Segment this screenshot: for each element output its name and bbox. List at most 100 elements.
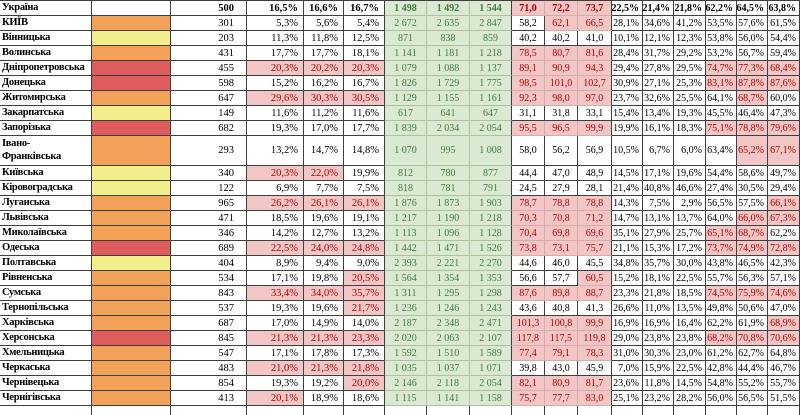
region-name-cell[interactable]: Житомирська	[0, 91, 92, 106]
rate-cell[interactable]: 78,7	[512, 196, 545, 211]
cases-count-cell[interactable]: 1 141	[385, 46, 427, 61]
region-status-swatch[interactable]	[92, 241, 171, 256]
pct-mid-cell[interactable]: 18,1%	[643, 271, 674, 286]
region-name-cell[interactable]: Черкаська	[0, 361, 92, 376]
survey-count-cell[interactable]: 500	[171, 1, 247, 16]
pct-late-cell[interactable]: 56,5%	[737, 391, 768, 406]
pct-late-cell[interactable]: 62,2%	[768, 226, 800, 241]
pct-mid-cell[interactable]: 41,2%	[674, 16, 706, 31]
cases-count-cell[interactable]: 1 217	[385, 211, 427, 226]
cases-count-cell[interactable]: 2 187	[385, 316, 427, 331]
rate-cell[interactable]: 83,0	[578, 391, 612, 406]
rate-cell[interactable]: 99,9	[578, 316, 612, 331]
region-name-cell[interactable]: Одеська	[0, 241, 92, 256]
pct-early-cell[interactable]: 30,5%	[344, 91, 385, 106]
cases-count-cell[interactable]: 1 115	[385, 391, 427, 406]
pct-late-cell[interactable]: 53,8%	[706, 31, 737, 46]
region-name-cell[interactable]: Миколаївська	[0, 226, 92, 241]
empty-cell[interactable]	[612, 406, 643, 415]
cases-count-cell[interactable]: 1 037	[427, 361, 470, 376]
pct-late-cell[interactable]: 55,7%	[706, 271, 737, 286]
pct-late-cell[interactable]: 68,7%	[737, 91, 768, 106]
rate-cell[interactable]: 24,5	[512, 181, 545, 196]
pct-late-cell[interactable]: 49,7%	[768, 166, 800, 181]
cases-count-cell[interactable]: 2 146	[385, 376, 427, 391]
region-status-swatch[interactable]	[92, 31, 171, 46]
pct-early-cell[interactable]: 5,4%	[344, 16, 385, 31]
pct-early-cell[interactable]: 11,8%	[304, 31, 344, 46]
pct-mid-cell[interactable]: 7,5%	[643, 196, 674, 211]
pct-mid-cell[interactable]: 23,8%	[643, 331, 674, 346]
pct-late-cell[interactable]: 74,7%	[706, 61, 737, 76]
region-status-swatch[interactable]	[92, 76, 171, 91]
pct-mid-cell[interactable]: 15,4%	[612, 106, 643, 121]
cases-count-cell[interactable]: 2 118	[427, 376, 470, 391]
pct-early-cell[interactable]: 22,5%	[247, 241, 304, 256]
empty-cell[interactable]	[171, 406, 247, 415]
cases-count-cell[interactable]: 1 218	[470, 46, 512, 61]
cases-count-cell[interactable]: 1 510	[427, 346, 470, 361]
cases-count-cell[interactable]: 1 137	[470, 61, 512, 76]
pct-mid-cell[interactable]: 32,6%	[643, 91, 674, 106]
cases-count-cell[interactable]: 1 876	[385, 196, 427, 211]
pct-early-cell[interactable]: 24,8%	[344, 241, 385, 256]
rate-cell[interactable]: 43,0	[545, 361, 578, 376]
cases-count-cell[interactable]: 859	[470, 31, 512, 46]
pct-late-cell[interactable]: 29,4%	[768, 181, 800, 196]
pct-early-cell[interactable]: 18,1%	[344, 46, 385, 61]
pct-early-cell[interactable]: 21,7%	[344, 301, 385, 316]
cases-count-cell[interactable]: 1 190	[427, 211, 470, 226]
pct-mid-cell[interactable]: 18,5%	[674, 286, 706, 301]
pct-mid-cell[interactable]: 22,5%	[674, 361, 706, 376]
cases-count-cell[interactable]: 641	[427, 106, 470, 121]
survey-count-cell[interactable]: 340	[171, 166, 247, 181]
pct-mid-cell[interactable]: 16,4%	[674, 316, 706, 331]
pct-late-cell[interactable]: 42,3%	[768, 256, 800, 271]
pct-early-cell[interactable]: 18,5%	[247, 211, 304, 226]
pct-late-cell[interactable]: 87,6%	[768, 76, 800, 91]
survey-count-cell[interactable]: 854	[171, 376, 247, 391]
rate-cell[interactable]: 94,3	[578, 61, 612, 76]
rate-cell[interactable]: 28,1	[578, 181, 612, 196]
pct-early-cell[interactable]: 19,9%	[344, 166, 385, 181]
pct-late-cell[interactable]: 43,8%	[706, 256, 737, 271]
region-name-cell[interactable]: Тернопільська	[0, 301, 92, 316]
pct-mid-cell[interactable]: 28,1%	[612, 16, 643, 31]
pct-early-cell[interactable]: 5,3%	[247, 16, 304, 31]
pct-early-cell[interactable]: 17,0%	[247, 316, 304, 331]
pct-late-cell[interactable]: 66,0%	[737, 211, 768, 226]
pct-mid-cell[interactable]: 23,8%	[674, 331, 706, 346]
pct-late-cell[interactable]: 74,6%	[768, 286, 800, 301]
cases-count-cell[interactable]: 1 839	[385, 121, 427, 136]
pct-early-cell[interactable]: 21,3%	[247, 331, 304, 346]
empty-cell[interactable]	[578, 406, 612, 415]
cases-count-cell[interactable]: 2 672	[385, 16, 427, 31]
region-name-cell[interactable]: Рівненська	[0, 271, 92, 286]
pct-early-cell[interactable]: 19,6%	[304, 211, 344, 226]
cases-count-cell[interactable]: 1 243	[470, 301, 512, 316]
rate-cell[interactable]: 44,4	[512, 166, 545, 181]
cases-count-cell[interactable]: 1 246	[427, 301, 470, 316]
rate-cell[interactable]: 88,7	[578, 286, 612, 301]
region-status-swatch[interactable]	[92, 331, 171, 346]
pct-late-cell[interactable]: 87,8%	[737, 76, 768, 91]
pct-mid-cell[interactable]: 12,1%	[643, 31, 674, 46]
pct-late-cell[interactable]: 64,5%	[737, 1, 768, 16]
rate-cell[interactable]: 98,5	[512, 76, 545, 91]
pct-late-cell[interactable]: 49,8%	[706, 301, 737, 316]
region-status-swatch[interactable]	[92, 166, 171, 181]
pct-mid-cell[interactable]: 27,9%	[643, 226, 674, 241]
pct-mid-cell[interactable]: 21,4%	[643, 1, 674, 16]
survey-count-cell[interactable]: 293	[171, 136, 247, 166]
pct-early-cell[interactable]: 26,1%	[304, 196, 344, 211]
pct-early-cell[interactable]: 12,7%	[304, 226, 344, 241]
pct-mid-cell[interactable]: 16,1%	[643, 121, 674, 136]
pct-early-cell[interactable]: 21,3%	[304, 331, 344, 346]
cases-count-cell[interactable]: 1 353	[470, 271, 512, 286]
cases-count-cell[interactable]: 1 008	[470, 136, 512, 166]
rate-cell[interactable]: 80,7	[545, 46, 578, 61]
pct-late-cell[interactable]: 27,4%	[706, 181, 737, 196]
pct-mid-cell[interactable]: 25,3%	[674, 76, 706, 91]
pct-late-cell[interactable]: 47,3%	[768, 106, 800, 121]
pct-mid-cell[interactable]: 11,0%	[643, 301, 674, 316]
